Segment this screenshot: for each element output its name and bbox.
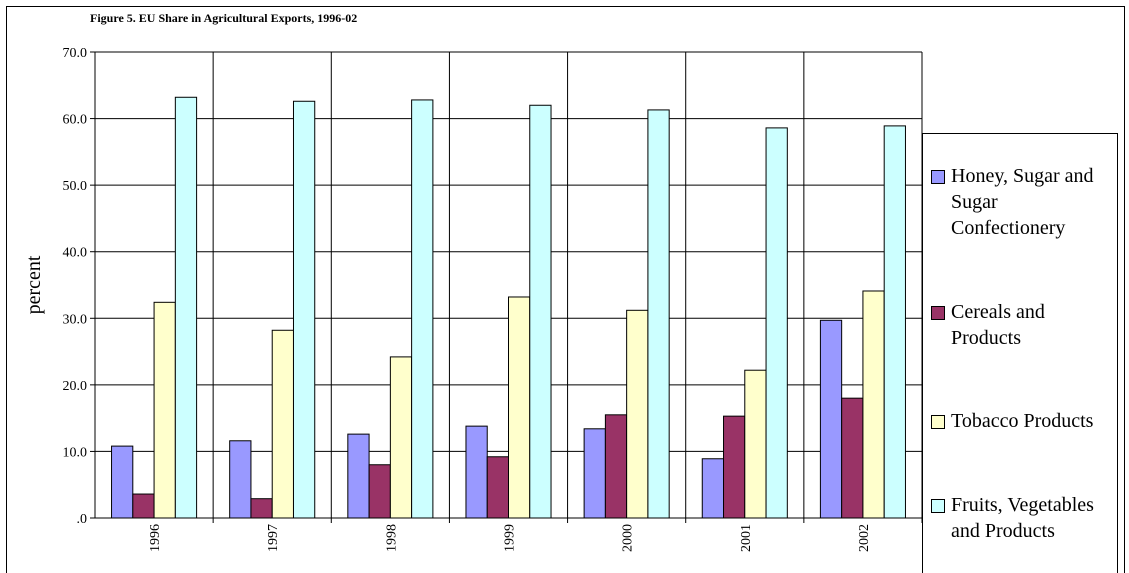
bar [626, 309, 649, 519]
bar [153, 301, 176, 519]
y-tick-label: .0 [77, 512, 88, 527]
bar [389, 356, 413, 519]
x-tick-label: 1997 [266, 524, 281, 552]
legend-entry: Cereals and Products [931, 299, 1113, 351]
y-tick-label: 20.0 [63, 379, 88, 394]
bar [486, 456, 509, 519]
legend-label: Fruits, Vegetables and Products [951, 494, 1094, 543]
bar [411, 99, 434, 519]
bar [465, 425, 488, 519]
bar [229, 440, 252, 519]
bar [271, 329, 294, 519]
legend-label: Tobacco Products [951, 410, 1094, 433]
x-tick-label: 1996 [148, 524, 163, 552]
bar [529, 104, 552, 519]
y-axis-label: percent [23, 255, 45, 314]
x-tick-label: 1998 [384, 524, 399, 552]
x-tick-label: 2002 [857, 524, 872, 552]
x-tick-label: 2001 [739, 524, 754, 552]
bar [604, 414, 628, 519]
bar [647, 109, 670, 519]
y-tick-label: 60.0 [63, 113, 88, 128]
bar [583, 428, 606, 519]
bar [765, 127, 788, 519]
x-tick-label: 1999 [503, 524, 518, 552]
bar [132, 493, 155, 519]
bar [701, 458, 725, 519]
legend-label: Honey, Sugar and Sugar Confectionery [951, 164, 1094, 239]
bar [111, 445, 134, 519]
chart-frame [6, 6, 1125, 573]
legend-swatch [931, 415, 945, 430]
bar [292, 100, 316, 519]
bar [819, 319, 843, 519]
y-tick-label: 40.0 [63, 246, 88, 261]
bar [862, 290, 885, 519]
legend-swatch [931, 169, 945, 184]
bar [883, 125, 906, 519]
legend-entry: Fruits, Vegetables and Products [931, 492, 1113, 544]
y-tick-label: 30.0 [63, 312, 88, 327]
legend-entry: Tobacco Products [931, 408, 1113, 434]
bar [250, 498, 273, 519]
bar [368, 464, 391, 519]
bar [347, 433, 370, 519]
y-tick-label: 10.0 [63, 445, 88, 460]
bar [174, 96, 198, 519]
y-tick-label: 70.0 [63, 46, 88, 61]
y-tick-label: 50.0 [63, 179, 88, 194]
chart-title: Figure 5. EU Share in Agricultural Expor… [90, 11, 357, 25]
legend-entry: Honey, Sugar and Sugar Confectionery [931, 163, 1113, 241]
bar [508, 296, 531, 519]
bar [841, 397, 864, 519]
bar [723, 415, 746, 519]
legend: Honey, Sugar and Sugar Confectionery Cere… [922, 133, 1118, 573]
x-tick-label: 2000 [621, 524, 636, 552]
legend-swatch [931, 499, 945, 514]
bar [744, 369, 767, 519]
legend-swatch [931, 305, 945, 320]
legend-label: Cereals and Products [951, 300, 1045, 349]
